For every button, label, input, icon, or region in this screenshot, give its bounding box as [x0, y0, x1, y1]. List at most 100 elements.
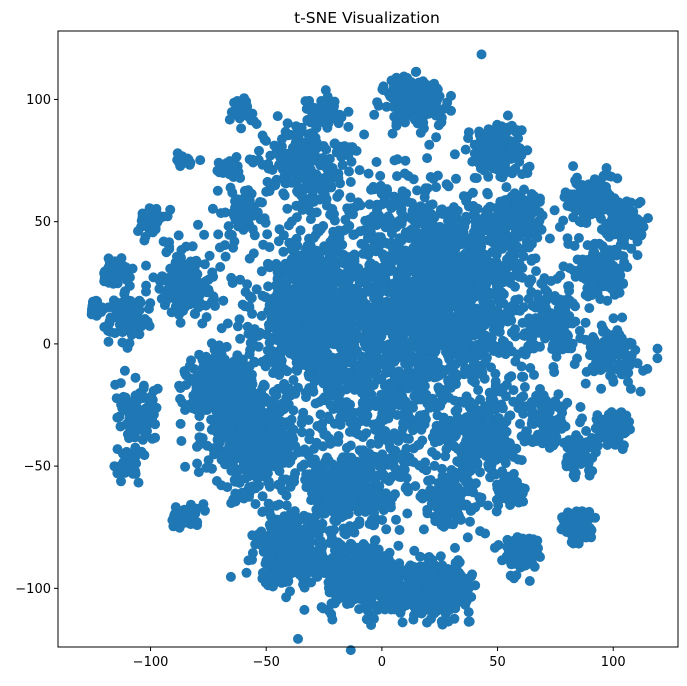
scatter-point — [276, 359, 287, 370]
scatter-point — [401, 443, 412, 454]
scatter-point — [353, 349, 364, 360]
scatter-point — [340, 338, 351, 349]
scatter-point — [449, 149, 460, 160]
scatter-point — [437, 209, 448, 219]
scatter-point — [414, 304, 425, 315]
scatter-point — [275, 350, 286, 361]
scatter-point — [299, 524, 310, 535]
scatter-point — [393, 436, 404, 446]
scatter-point — [450, 594, 461, 605]
scatter-point — [486, 269, 497, 280]
scatter-point — [244, 302, 255, 313]
scatter-point — [364, 579, 375, 590]
scatter-point — [451, 372, 462, 382]
scatter-point — [208, 423, 219, 434]
scatter-point — [233, 361, 243, 372]
scatter-point — [379, 604, 390, 615]
scatter-point — [334, 309, 345, 320]
scatter-point — [273, 287, 284, 298]
scatter-point — [305, 328, 316, 339]
scatter-point — [373, 588, 384, 599]
scatter-point — [472, 251, 482, 262]
scatter-point — [286, 244, 297, 255]
scatter-point — [376, 296, 387, 307]
scatter-point — [411, 394, 422, 405]
scatter-point — [436, 616, 447, 627]
scatter-point — [282, 444, 293, 455]
scatter-point — [270, 280, 281, 291]
scatter-point — [220, 432, 231, 442]
scatter-point — [464, 258, 475, 269]
scatter-point — [201, 462, 212, 473]
scatter-point — [364, 199, 375, 210]
scatter-point — [376, 286, 387, 297]
scatter-point — [293, 358, 304, 369]
scatter-point — [468, 330, 479, 341]
scatter-point — [396, 244, 407, 255]
scatter-point — [507, 300, 518, 311]
scatter-point — [329, 418, 340, 429]
scatter-point — [216, 480, 227, 491]
scatter-point — [333, 289, 344, 300]
scatter-point — [257, 567, 268, 578]
scatter-point — [340, 547, 351, 558]
scatter-point — [367, 243, 378, 254]
scatter-point — [344, 207, 355, 218]
scatter-point — [301, 243, 312, 254]
scatter-point — [399, 600, 410, 611]
scatter-point — [192, 458, 203, 469]
scatter-point — [345, 192, 356, 203]
scatter-point — [437, 418, 448, 429]
scatter-point — [218, 295, 229, 306]
scatter-point — [333, 485, 344, 496]
scatter-point — [232, 379, 243, 390]
scatter-point — [361, 595, 372, 606]
scatter-point — [431, 132, 442, 143]
scatter-point — [340, 510, 350, 521]
scatter-point — [516, 361, 527, 372]
scatter-point — [287, 329, 298, 339]
scatter-point — [336, 357, 347, 367]
scatter-point — [250, 499, 261, 509]
scatter-point — [243, 328, 254, 339]
scatter-point — [470, 221, 481, 232]
scatter-point — [496, 265, 507, 276]
scatter-point — [347, 495, 358, 506]
scatter-point — [383, 553, 394, 564]
scatter-point — [253, 480, 264, 491]
scatter-point — [249, 356, 260, 367]
scatter-point — [272, 460, 283, 471]
scatter-point — [406, 296, 417, 307]
scatter-point — [518, 251, 529, 262]
scatter-point — [194, 421, 205, 432]
scatter-point — [264, 519, 275, 530]
scatter-point — [378, 324, 389, 335]
scatter-point — [314, 269, 325, 280]
scatter-point — [241, 567, 252, 578]
scatter-point — [275, 478, 286, 489]
scatter-point — [272, 267, 283, 278]
scatter-point — [284, 306, 295, 317]
scatter-point — [242, 279, 253, 290]
scatter-point — [288, 405, 299, 416]
scatter-point — [244, 418, 255, 429]
scatter-point — [210, 397, 221, 408]
scatter-point — [464, 616, 475, 627]
scatter-point — [248, 339, 259, 350]
scatter-point — [407, 592, 418, 603]
scatter-point — [435, 581, 446, 592]
scatter-point — [311, 495, 321, 506]
scatter-point — [310, 569, 321, 580]
scatter-point — [460, 340, 471, 351]
scatter-point — [302, 309, 313, 320]
scatter-point — [266, 551, 277, 562]
scatter-point — [410, 202, 421, 213]
scatter-point — [337, 374, 348, 385]
scatter-point — [341, 442, 352, 453]
scatter-point — [454, 578, 465, 589]
scatter-point — [420, 235, 431, 246]
scatter-point — [442, 570, 453, 581]
scatter-point — [371, 269, 382, 280]
scatter-point — [361, 614, 372, 625]
